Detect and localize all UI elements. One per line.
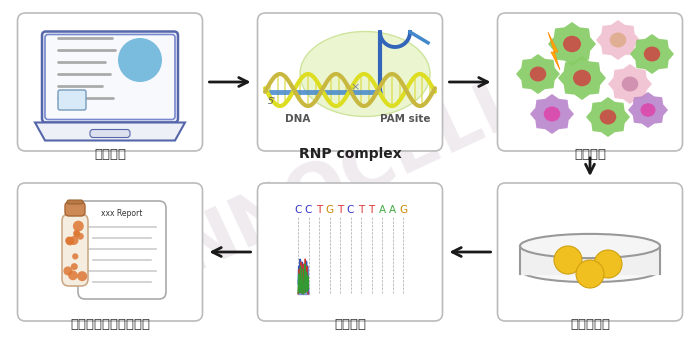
- FancyBboxPatch shape: [90, 130, 130, 138]
- FancyBboxPatch shape: [45, 34, 175, 119]
- FancyBboxPatch shape: [67, 200, 83, 204]
- FancyBboxPatch shape: [42, 31, 178, 122]
- Circle shape: [65, 237, 73, 244]
- Circle shape: [74, 231, 80, 237]
- Polygon shape: [586, 97, 630, 137]
- FancyBboxPatch shape: [498, 183, 682, 321]
- Text: G: G: [399, 205, 407, 215]
- Circle shape: [71, 263, 78, 270]
- Text: RNP complex: RNP complex: [299, 147, 401, 161]
- Polygon shape: [558, 56, 606, 100]
- Text: T: T: [368, 205, 374, 215]
- Text: 测序验证: 测序验证: [334, 318, 366, 331]
- Text: ×: ×: [350, 82, 360, 92]
- FancyBboxPatch shape: [58, 90, 86, 110]
- Polygon shape: [596, 20, 640, 60]
- Ellipse shape: [622, 76, 638, 92]
- Text: C: C: [294, 205, 302, 215]
- Text: A: A: [379, 205, 386, 215]
- Ellipse shape: [520, 234, 660, 258]
- Ellipse shape: [530, 67, 546, 82]
- Polygon shape: [548, 32, 560, 70]
- Text: 细胞转染: 细胞转染: [574, 147, 606, 161]
- FancyBboxPatch shape: [258, 13, 442, 151]
- Text: C: C: [346, 205, 354, 215]
- Text: PAM site: PAM site: [379, 114, 430, 124]
- Text: NNOCELL: NNOCELL: [164, 65, 536, 287]
- Ellipse shape: [610, 32, 627, 48]
- Text: G: G: [326, 205, 334, 215]
- Polygon shape: [630, 34, 674, 74]
- Text: 质检冻存（提供报告）: 质检冻存（提供报告）: [70, 318, 150, 331]
- Ellipse shape: [544, 107, 560, 121]
- Text: xxx Report: xxx Report: [102, 208, 143, 218]
- Circle shape: [64, 266, 72, 275]
- Polygon shape: [35, 122, 185, 140]
- Circle shape: [576, 260, 604, 288]
- FancyBboxPatch shape: [258, 183, 442, 321]
- Ellipse shape: [640, 103, 655, 117]
- Text: 设计方案: 设计方案: [94, 147, 126, 161]
- Polygon shape: [548, 22, 596, 66]
- FancyBboxPatch shape: [78, 201, 166, 299]
- Polygon shape: [530, 94, 574, 134]
- Ellipse shape: [520, 258, 660, 282]
- Text: T: T: [337, 205, 343, 215]
- Polygon shape: [628, 92, 668, 128]
- Circle shape: [77, 233, 84, 240]
- Circle shape: [74, 230, 80, 237]
- Circle shape: [73, 221, 84, 232]
- Text: 单克隆形成: 单克隆形成: [570, 318, 610, 331]
- Ellipse shape: [573, 70, 591, 86]
- Ellipse shape: [600, 109, 616, 125]
- Polygon shape: [516, 54, 560, 94]
- FancyBboxPatch shape: [18, 183, 202, 321]
- Ellipse shape: [644, 46, 660, 62]
- FancyBboxPatch shape: [498, 13, 682, 151]
- Circle shape: [69, 236, 78, 245]
- Text: 5': 5': [268, 97, 276, 106]
- Text: T: T: [316, 205, 322, 215]
- Circle shape: [72, 253, 78, 259]
- Circle shape: [66, 237, 74, 245]
- Circle shape: [594, 250, 622, 278]
- Text: DNA: DNA: [286, 114, 311, 124]
- Circle shape: [68, 271, 78, 280]
- FancyBboxPatch shape: [62, 214, 88, 286]
- FancyBboxPatch shape: [65, 202, 85, 216]
- Text: T: T: [358, 205, 364, 215]
- Polygon shape: [608, 64, 652, 104]
- Circle shape: [118, 38, 162, 82]
- Ellipse shape: [300, 31, 430, 117]
- FancyBboxPatch shape: [18, 13, 202, 151]
- Circle shape: [554, 246, 582, 274]
- Text: C: C: [304, 205, 312, 215]
- Circle shape: [77, 271, 88, 281]
- Text: A: A: [389, 205, 396, 215]
- Ellipse shape: [563, 36, 581, 52]
